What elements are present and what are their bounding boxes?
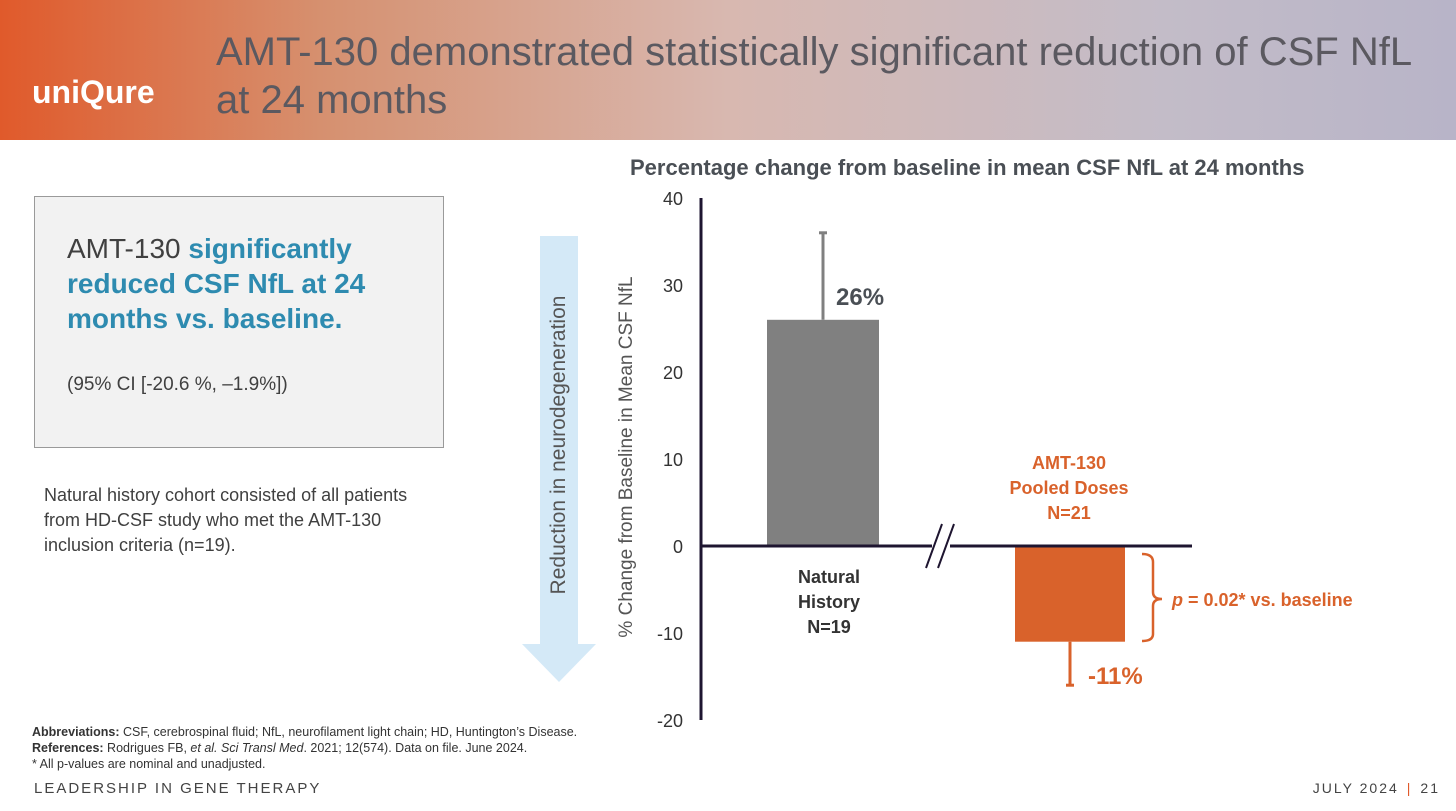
date-page: JULY 2024 | 21 — [1313, 780, 1440, 796]
axis-break-gap — [932, 542, 950, 550]
bar — [1015, 546, 1125, 642]
value-label: -11% — [1088, 663, 1143, 690]
separator: | — [1406, 780, 1413, 796]
bar — [767, 319, 879, 546]
p-value-note: * All p-values are nominal and unadjuste… — [32, 757, 266, 771]
y-tick-label: 40 — [663, 189, 683, 209]
y-tick-label: 10 — [663, 450, 683, 470]
category-label: History — [798, 592, 860, 612]
category-label: Natural — [798, 567, 860, 587]
abbr-text: CSF, cerebrospinal fluid; NfL, neurofila… — [119, 725, 578, 739]
category-label: N=19 — [807, 617, 851, 637]
references: References: Rodrigues FB, et al. Sci Tra… — [32, 740, 577, 756]
axis-break — [937, 523, 955, 569]
callout-box: AMT-130 significantly reduced CSF NfL at… — [34, 196, 444, 448]
y-tick-label: 20 — [663, 363, 683, 383]
down-arrow-icon — [522, 236, 596, 682]
ref-label: References: — [32, 741, 104, 755]
y-tick-label: -20 — [657, 711, 683, 731]
callout-highlight: significantly reduced CSF NfL at 24 mont… — [67, 233, 366, 334]
category-label: N=21 — [1047, 503, 1091, 523]
axis-break — [925, 523, 943, 569]
date: JULY 2024 — [1312, 780, 1399, 796]
callout-prefix: AMT-130 — [67, 233, 189, 264]
p-value-annotation: p = 0.02* vs. baseline — [1171, 590, 1353, 610]
uniqure-logo: uniQure — [32, 74, 155, 110]
abbr-label: Abbreviations: — [32, 725, 120, 739]
ref-b: . 2021; 12(574). Data on file. June 2024… — [303, 741, 528, 755]
footnotes: Abbreviations: CSF, cerebrospinal fluid;… — [32, 724, 577, 772]
value-label: 26% — [836, 284, 884, 311]
confidence-interval: (95% CI [-20.6 %, –1.9%]) — [67, 374, 288, 395]
cohort-note: Natural history cohort consisted of all … — [44, 485, 408, 555]
category-label: AMT-130 — [1032, 453, 1106, 473]
bracket — [1141, 552, 1163, 643]
header-banner: uniQure AMT-130 demonstrated statistical… — [0, 0, 1456, 140]
slide-title: AMT-130 demonstrated statistically signi… — [216, 30, 1411, 122]
callout-text: AMT-130 significantly reduced CSF NfL at… — [67, 231, 427, 336]
category-label: Pooled Doses — [1009, 478, 1128, 498]
page-number: 21 — [1420, 780, 1440, 796]
ref-journal: et al. Sci Transl Med — [190, 741, 304, 755]
y-tick-label: -10 — [657, 624, 683, 644]
chart-title: Percentage change from baseline in mean … — [630, 155, 1305, 180]
ref-a: Rodrigues FB, — [103, 741, 191, 755]
y-tick-label: 0 — [673, 537, 683, 557]
tagline: LEADERSHIP IN GENE THERAPY — [34, 780, 322, 797]
abbreviations: Abbreviations: CSF, cerebrospinal fluid;… — [32, 724, 577, 740]
y-tick-label: 30 — [663, 276, 683, 296]
